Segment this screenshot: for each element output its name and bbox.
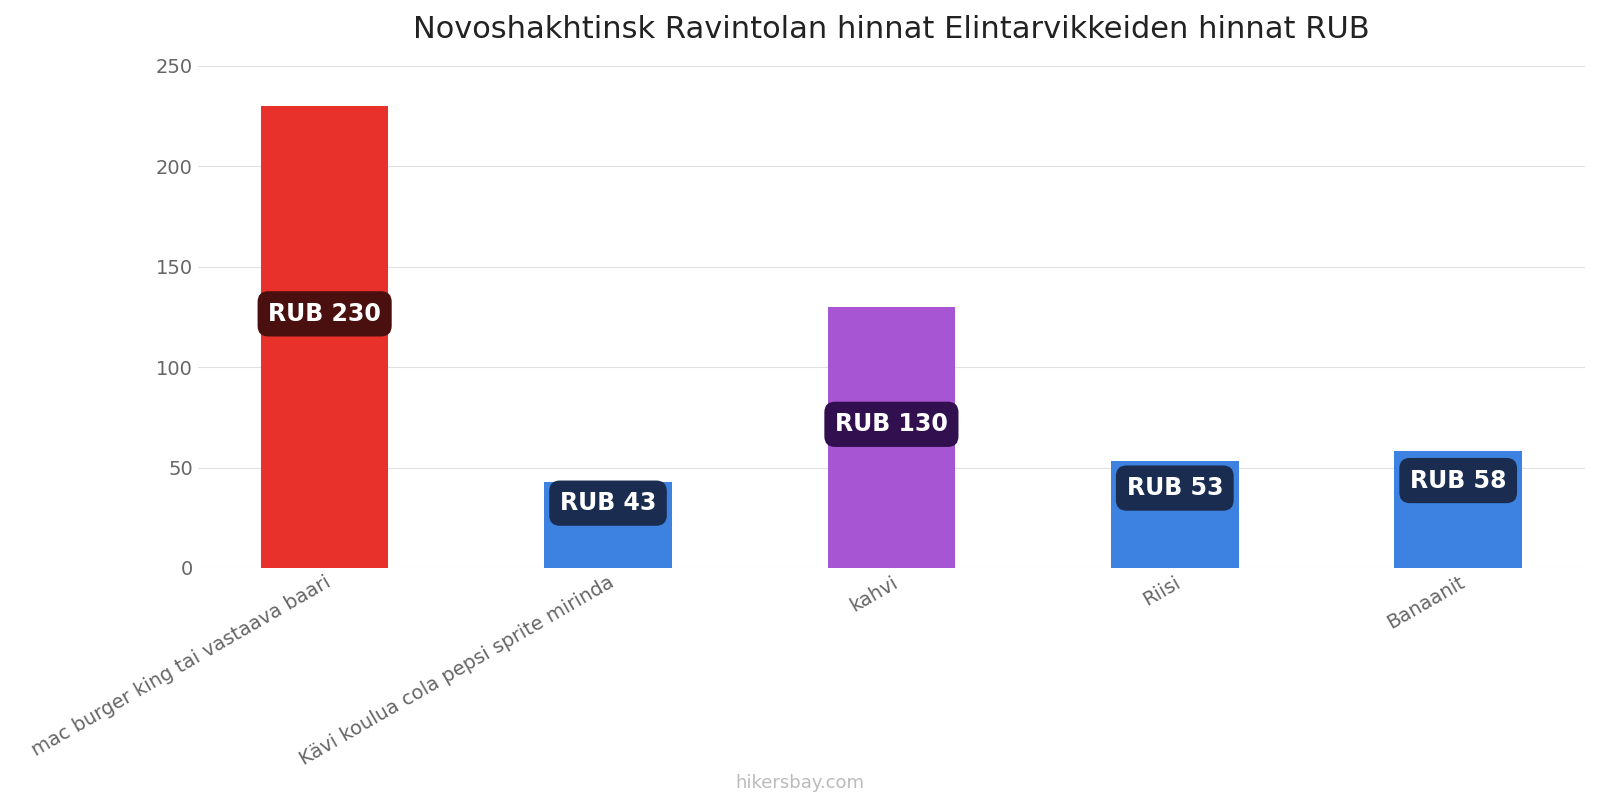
Title: Novoshakhtinsk Ravintolan hinnat Elintarvikkeiden hinnat RUB: Novoshakhtinsk Ravintolan hinnat Elintar… bbox=[413, 15, 1370, 44]
Text: RUB 230: RUB 230 bbox=[269, 302, 381, 326]
Bar bbox=[1110, 462, 1238, 568]
Text: RUB 43: RUB 43 bbox=[560, 491, 656, 515]
Bar bbox=[827, 307, 955, 568]
Text: RUB 58: RUB 58 bbox=[1410, 469, 1507, 493]
Text: hikersbay.com: hikersbay.com bbox=[736, 774, 864, 792]
Bar bbox=[544, 482, 672, 568]
Bar bbox=[261, 106, 389, 568]
Text: RUB 53: RUB 53 bbox=[1126, 476, 1222, 500]
Text: RUB 130: RUB 130 bbox=[835, 412, 947, 436]
Bar bbox=[1395, 451, 1522, 568]
